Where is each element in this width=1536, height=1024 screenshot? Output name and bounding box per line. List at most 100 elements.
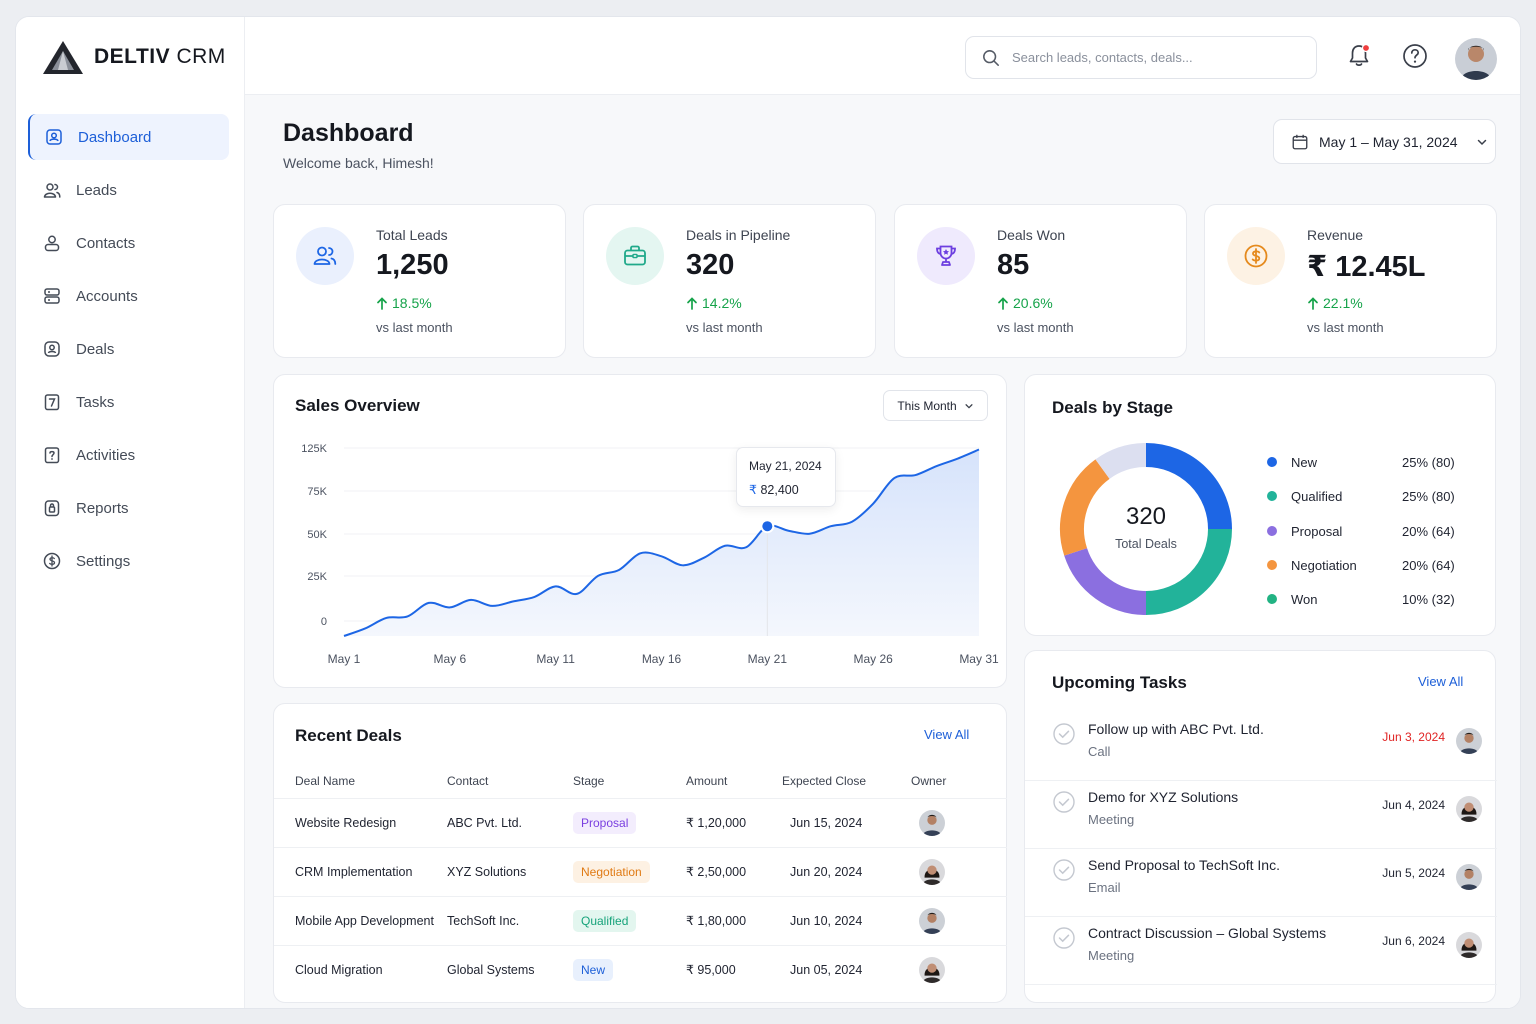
stat-change-value: 14.2%	[702, 295, 742, 311]
coin-icon	[1244, 244, 1268, 268]
recent-deals-view-all-link[interactable]: View All	[924, 727, 970, 742]
reports-icon	[44, 500, 60, 517]
donut-segment-negotiation[interactable]	[1060, 459, 1110, 556]
notification-bell-icon[interactable]	[1346, 43, 1372, 69]
column-header[interactable]: Stage	[573, 773, 605, 788]
tooltip-value: 82,400	[760, 483, 799, 497]
task-due-date: Jun 5, 2024	[1382, 866, 1445, 880]
donut-segment-new[interactable]	[1145, 443, 1232, 530]
deal-name[interactable]: CRM Implementation	[274, 846, 447, 896]
stat-card-deals-won[interactable]: Deals Won 85 20.6% vs last month	[894, 204, 1187, 358]
stat-comparison: vs last month	[1307, 320, 1384, 335]
task-due-date: Jun 6, 2024	[1382, 934, 1445, 948]
stat-value: ₹ 12.45L	[1307, 251, 1426, 283]
period-dropdown[interactable]: This Month	[883, 390, 988, 421]
x-tick-label: May 6	[433, 652, 466, 666]
sidebar-item-settings[interactable]: Settings	[28, 538, 229, 584]
column-header[interactable]: Expected Close	[782, 773, 867, 788]
table-row[interactable]: CRM Implementation XYZ Solutions Negotia…	[274, 846, 1007, 896]
donut-segment-won[interactable]	[1095, 443, 1147, 480]
stage-badge: Negotiation	[573, 860, 650, 883]
task-title[interactable]: Follow up with ABC Pvt. Ltd.	[1088, 721, 1264, 737]
owner-avatar[interactable]	[919, 907, 945, 934]
check-circle-icon[interactable]	[1053, 791, 1075, 813]
date-range-picker[interactable]: May 1 – May 31, 2024	[1273, 119, 1496, 164]
table-row[interactable]: Cloud Migration Global Systems New ₹ 95,…	[274, 944, 1007, 994]
task-title[interactable]: Send Proposal to TechSoft Inc.	[1088, 857, 1280, 873]
data-point[interactable]	[760, 519, 775, 534]
donut-segment-proposal[interactable]	[1064, 547, 1147, 615]
stat-card-deals-in-pipeline[interactable]: Deals in Pipeline 320 14.2% vs last mont…	[583, 204, 876, 358]
search-box[interactable]	[965, 36, 1317, 79]
column-header[interactable]: Owner	[911, 773, 947, 788]
chevron-down-icon	[1477, 139, 1486, 145]
check-circle-icon[interactable]	[1053, 859, 1075, 881]
deal-contact[interactable]: ABC Pvt. Ltd.	[447, 797, 573, 847]
tasks-view-all-link[interactable]: View All	[1418, 674, 1464, 689]
table-row[interactable]: Website Redesign ABC Pvt. Ltd. Proposal …	[274, 797, 1007, 847]
dashboard-icon	[46, 129, 62, 145]
y-tick-label: 25K	[307, 571, 327, 583]
column-header[interactable]: Amount	[686, 773, 728, 788]
search-input[interactable]	[1012, 50, 1302, 65]
task-owner-avatar[interactable]	[1456, 932, 1482, 958]
task-title[interactable]: Demo for XYZ Solutions	[1088, 789, 1239, 805]
upcoming-tasks-card: Upcoming Tasks View All Follow up with A…	[1024, 650, 1497, 1003]
legend-dot	[1267, 491, 1277, 501]
sidebar-item-activities[interactable]: Activities	[28, 432, 229, 478]
owner-avatar[interactable]	[919, 956, 945, 983]
stage-badge: New	[573, 958, 614, 981]
task-item[interactable]: Contract Discussion – Global Systems Mee…	[1025, 917, 1497, 985]
sidebar-item-contacts[interactable]: Contacts	[28, 220, 229, 266]
deal-close-date: Jun 20, 2024	[782, 846, 911, 896]
check-circle-icon[interactable]	[1053, 927, 1075, 949]
task-owner-avatar[interactable]	[1456, 728, 1482, 754]
sidebar-item-tasks[interactable]: Tasks	[28, 379, 229, 425]
check-circle-icon[interactable]	[1053, 723, 1075, 745]
task-owner-avatar[interactable]	[1456, 796, 1482, 822]
task-item[interactable]: Follow up with ABC Pvt. Ltd. Call Jun 3,…	[1025, 713, 1497, 781]
deal-contact[interactable]: XYZ Solutions	[447, 846, 573, 896]
deal-name[interactable]: Cloud Migration	[274, 944, 447, 994]
sidebar-nav: Dashboard Leads Contacts Accounts Deals …	[28, 114, 229, 591]
owner-avatar[interactable]	[919, 809, 945, 836]
sidebar-item-reports[interactable]: Reports	[28, 485, 229, 531]
task-title[interactable]: Contract Discussion – Global Systems	[1088, 925, 1327, 941]
deal-close-date: Jun 15, 2024	[782, 797, 911, 847]
task-owner-avatar[interactable]	[1456, 864, 1482, 890]
activities-icon	[44, 447, 60, 464]
sidebar-item-leads[interactable]: Leads	[28, 167, 229, 213]
legend-dot	[1267, 594, 1277, 604]
y-tick-label: 125K	[301, 443, 327, 455]
legend-dot	[1267, 457, 1277, 467]
table-row[interactable]: Mobile App Development TechSoft Inc. Qua…	[274, 895, 1007, 945]
y-tick-label: 50K	[307, 529, 327, 541]
sidebar-item-deals[interactable]: Deals	[28, 326, 229, 372]
owner-avatar[interactable]	[919, 858, 945, 885]
task-type: Call	[1088, 744, 1111, 759]
help-icon[interactable]	[1402, 43, 1428, 69]
legend-value: 25% (80)	[1402, 454, 1455, 470]
task-item[interactable]: Demo for XYZ Solutions Meeting Jun 4, 20…	[1025, 781, 1497, 849]
stat-card-total-leads[interactable]: Total Leads 1,250 18.5% vs last month	[273, 204, 566, 358]
stat-card-revenue[interactable]: Revenue ₹ 12.45L 22.1% vs last month	[1204, 204, 1497, 358]
brand-logo[interactable]: DELTIV CRM	[42, 39, 226, 75]
sidebar-item-label: Settings	[76, 552, 131, 570]
sidebar-item-dashboard[interactable]: Dashboard	[28, 114, 229, 160]
user-avatar[interactable]	[1455, 38, 1497, 80]
deal-contact[interactable]: Global Systems	[447, 944, 573, 994]
stat-change: 18.5%	[376, 295, 432, 311]
stat-label: Deals Won	[997, 227, 1066, 243]
sidebar-item-label: Accounts	[76, 287, 138, 305]
task-item[interactable]: Send Proposal to TechSoft Inc. Email Jun…	[1025, 849, 1497, 917]
deal-name[interactable]: Mobile App Development	[274, 895, 447, 945]
donut-segment-qualified[interactable]	[1145, 528, 1232, 615]
users-icon	[313, 246, 337, 265]
deal-name[interactable]: Website Redesign	[274, 797, 447, 847]
deal-contact[interactable]: TechSoft Inc.	[447, 895, 573, 945]
legend-value: 20% (64)	[1402, 557, 1455, 573]
stat-change-value: 18.5%	[392, 295, 432, 311]
sidebar-item-accounts[interactable]: Accounts	[28, 273, 229, 319]
column-header[interactable]: Deal Name	[295, 773, 356, 788]
column-header[interactable]: Contact	[447, 773, 489, 788]
